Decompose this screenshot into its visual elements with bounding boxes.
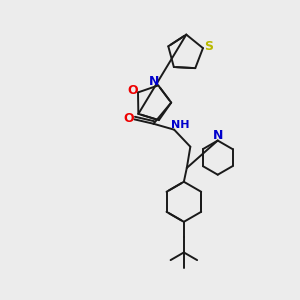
Text: O: O — [128, 84, 138, 98]
Text: NH: NH — [171, 120, 190, 130]
Text: N: N — [212, 129, 223, 142]
Text: S: S — [204, 40, 213, 53]
Text: N: N — [149, 75, 159, 88]
Text: O: O — [124, 112, 134, 125]
